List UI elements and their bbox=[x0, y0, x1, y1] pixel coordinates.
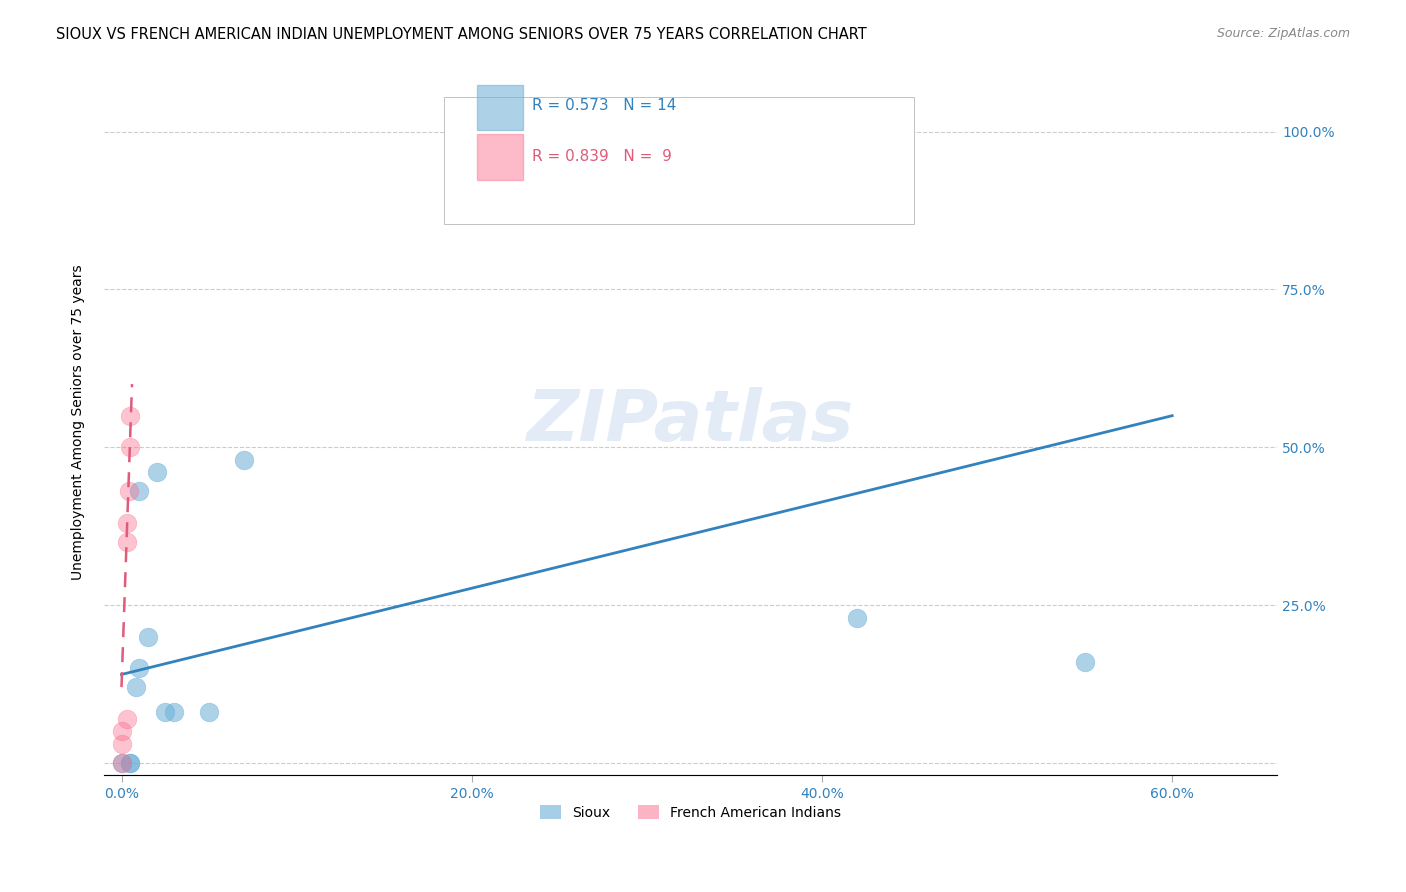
FancyBboxPatch shape bbox=[444, 97, 914, 224]
Legend: Sioux, French American Indians: Sioux, French American Indians bbox=[534, 799, 846, 825]
Sioux bbox=[846, 610, 869, 624]
Sioux bbox=[128, 484, 150, 499]
Sioux bbox=[110, 756, 132, 770]
Sioux bbox=[124, 680, 146, 694]
Text: SIOUX VS FRENCH AMERICAN INDIAN UNEMPLOYMENT AMONG SENIORS OVER 75 YEARS CORRELA: SIOUX VS FRENCH AMERICAN INDIAN UNEMPLOY… bbox=[56, 27, 868, 42]
Sioux bbox=[120, 756, 142, 770]
Text: Source: ZipAtlas.com: Source: ZipAtlas.com bbox=[1216, 27, 1350, 40]
Text: ZIPatlas: ZIPatlas bbox=[527, 387, 855, 457]
Sioux bbox=[198, 706, 221, 720]
FancyBboxPatch shape bbox=[477, 85, 523, 130]
French American Indians bbox=[110, 724, 132, 739]
French American Indians bbox=[120, 409, 142, 423]
Sioux bbox=[233, 453, 256, 467]
French American Indians bbox=[115, 516, 138, 530]
French American Indians bbox=[110, 756, 132, 770]
Y-axis label: Unemployment Among Seniors over 75 years: Unemployment Among Seniors over 75 years bbox=[72, 264, 86, 580]
Sioux bbox=[120, 756, 142, 770]
Text: R = 0.573   N = 14: R = 0.573 N = 14 bbox=[533, 98, 676, 112]
Sioux bbox=[163, 706, 186, 720]
French American Indians bbox=[115, 712, 138, 726]
Sioux bbox=[136, 630, 159, 644]
French American Indians bbox=[120, 440, 142, 454]
Sioux bbox=[145, 466, 167, 480]
French American Indians bbox=[117, 484, 139, 499]
Sioux bbox=[155, 706, 177, 720]
French American Indians bbox=[110, 737, 132, 751]
Sioux bbox=[1073, 655, 1095, 669]
Text: R = 0.839   N =  9: R = 0.839 N = 9 bbox=[533, 149, 672, 164]
FancyBboxPatch shape bbox=[477, 135, 523, 179]
French American Indians bbox=[115, 535, 138, 549]
Sioux bbox=[128, 661, 150, 675]
